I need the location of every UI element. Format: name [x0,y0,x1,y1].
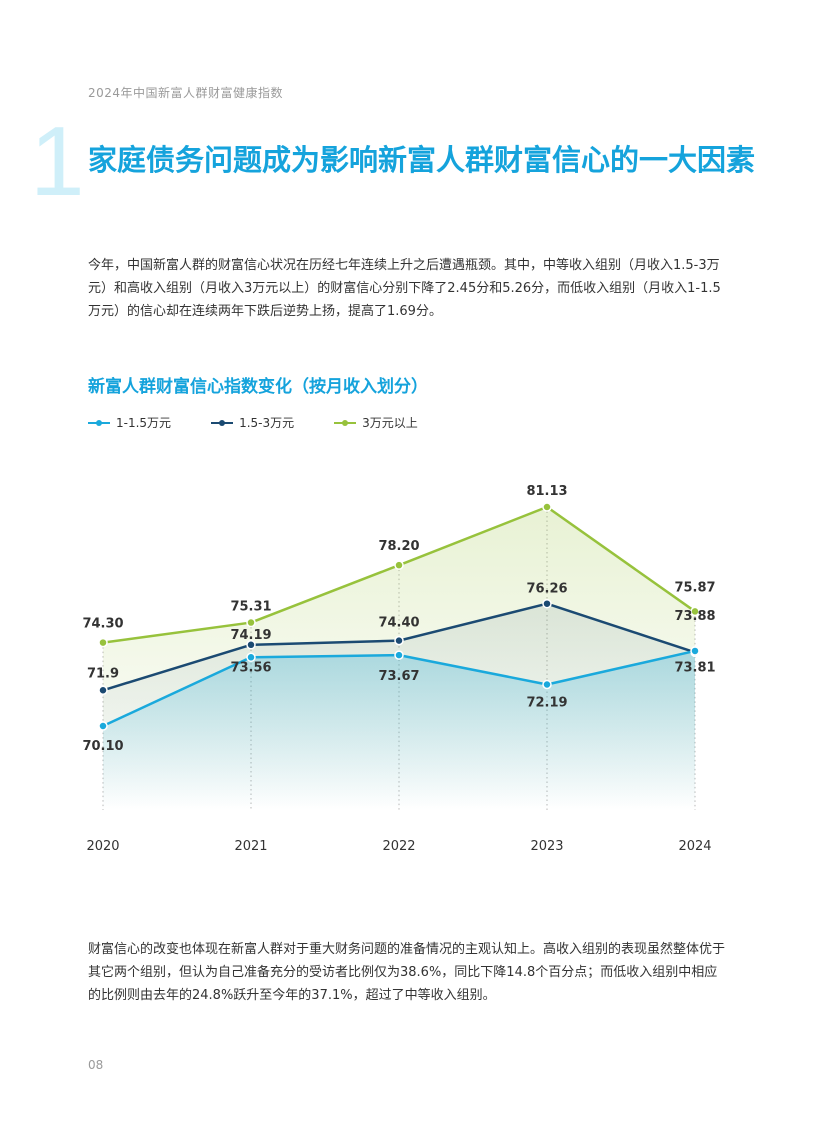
legend-item-low: 1-1.5万元 [88,414,171,431]
data-label: 78.20 [378,539,419,554]
running-head: 2024年中国新富人群财富健康指数 [88,86,284,100]
x-tick-label: 2022 [382,839,415,854]
data-point [394,560,404,570]
intro-paragraph: 今年，中国新富人群的财富信心状况在历经七年连续上升之后遭遇瓶颈。其中，中等收入组… [88,258,721,319]
legend-label-mid: 1.5-3万元 [239,416,295,430]
legend-item-high: 3万元以上 [334,414,418,431]
chart-legend: 1-1.5万元 1.5-3万元 3万元以上 [88,414,418,431]
legend-swatch-mid [211,419,234,426]
data-label: 76.26 [526,582,567,597]
data-label: 73.56 [230,660,271,675]
data-point [542,598,552,609]
data-point [246,652,256,663]
x-tick-label: 2023 [530,839,563,854]
legend-label-high: 3万元以上 [362,416,418,430]
data-point [542,679,552,690]
data-label: 74.19 [230,628,271,643]
label-layer: 70.10 73.56 73.67 72.19 73.88 71.9 74.19 74.40 7… [82,484,715,754]
data-point [394,635,404,646]
data-point [246,617,256,628]
section-number: 1 [30,106,85,216]
legend-label-low: 1-1.5万元 [116,416,172,430]
legend-swatch-low [88,419,110,426]
chart-title: 新富人群财富信心指数变化（按月收入划分） [88,377,428,397]
data-label: 74.40 [378,616,419,631]
data-label: 81.13 [526,484,567,499]
legend-swatch-high [334,419,357,426]
data-point [690,606,700,617]
data-point [690,646,700,656]
data-label: 73.88 [674,609,715,624]
line-layer [98,502,700,731]
confidence-line-chart: 70.10 73.56 73.67 72.19 73.88 71.9 74.19 74.40 7… [82,484,715,854]
page-number: 08 [88,1058,104,1072]
data-point [394,650,404,660]
data-label: 75.31 [230,600,271,615]
data-point [246,640,256,650]
data-label: 73.67 [378,669,419,684]
data-point [98,637,108,648]
x-tick-label: 2024 [678,839,711,854]
data-point [98,721,108,731]
data-label: 70.10 [82,739,123,754]
data-label: 71.9 [87,666,119,681]
data-label: 72.19 [526,696,567,711]
data-label: 73.81 [674,660,715,675]
axis-layer: 2020 2021 2022 2023 2024 [86,839,711,854]
page-title: 家庭债务问题成为影响新富人群财富信心的一大因素 [88,143,756,177]
x-tick-label: 2020 [86,839,119,854]
data-label: 74.30 [82,617,123,632]
legend-item-mid: 1.5-3万元 [211,414,294,431]
outro-paragraph: 财富信心的改变也体现在新富人群对于重大财务问题的准备情况的主观认知上。高收入组别… [88,942,726,1003]
data-point [98,685,108,696]
x-tick-label: 2021 [234,839,267,854]
series-area [103,650,695,810]
data-point [542,502,552,512]
data-label: 75.87 [674,580,715,595]
